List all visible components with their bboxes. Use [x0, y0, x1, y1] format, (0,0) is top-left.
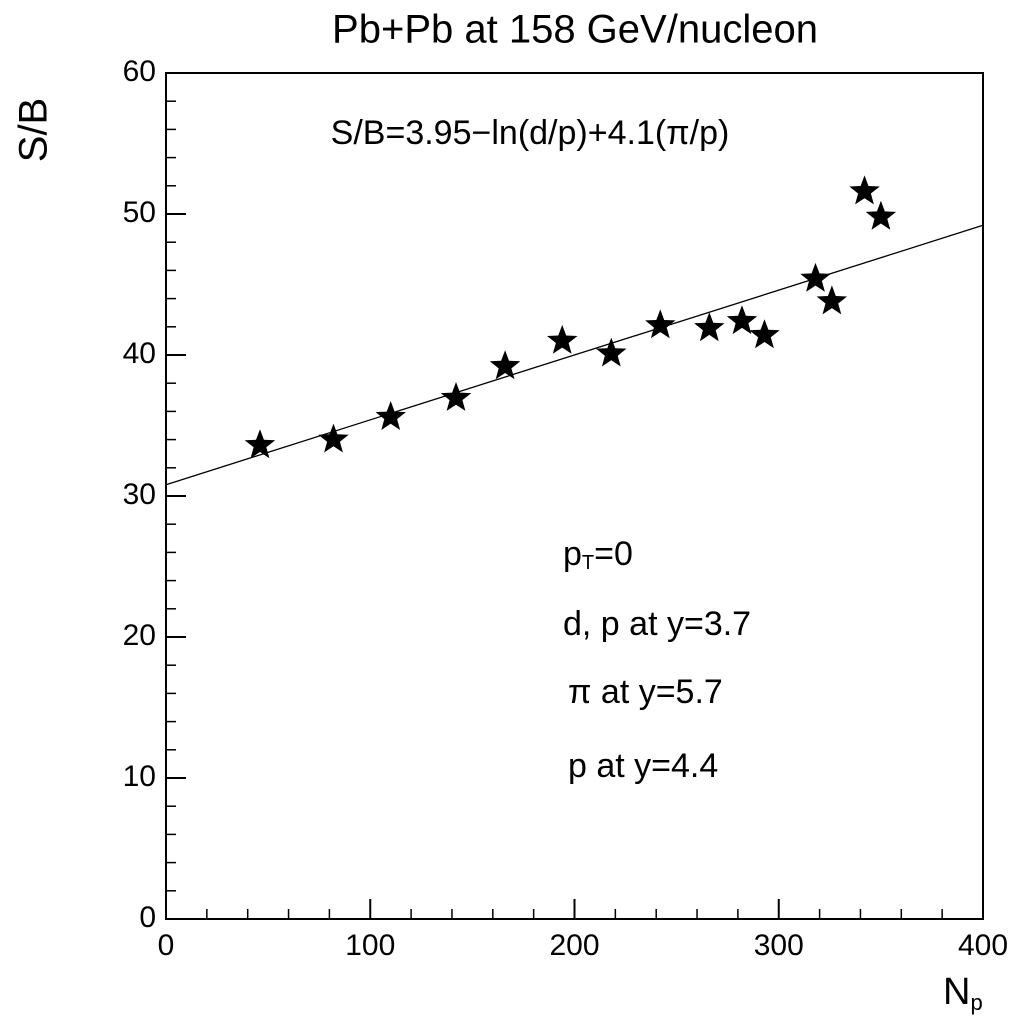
y-tick-label: 20	[123, 619, 156, 652]
x-tick-label: 300	[754, 929, 804, 962]
x-axis-label-main: N	[943, 971, 970, 1013]
y-tick-label: 40	[123, 337, 156, 370]
star-point	[375, 401, 406, 430]
x-axis-label: Np	[943, 971, 983, 1015]
star-point	[645, 309, 676, 339]
annotation-part: p	[563, 535, 582, 573]
annotation: p at y=4.4	[568, 747, 718, 785]
star-point	[749, 319, 780, 349]
star-point	[726, 305, 758, 335]
star-point	[440, 382, 472, 411]
star-point	[547, 324, 578, 354]
x-tick-label: 100	[345, 929, 395, 962]
formula: S/B=3.95−ln(d/p)+4.1(π/p)	[331, 114, 730, 152]
x-tick-label: 400	[958, 929, 1008, 962]
y-tick-label: 10	[123, 760, 156, 793]
fit-line	[165, 224, 984, 486]
star-point	[596, 337, 627, 367]
chart-title: Pb+Pb at 158 GeV/nucleon	[332, 8, 818, 52]
star-point	[865, 200, 897, 230]
star-point	[244, 429, 276, 459]
annotation: π at y=5.7	[568, 673, 723, 711]
annotation-part: =0	[594, 535, 633, 573]
x-tick-label: 0	[158, 929, 175, 962]
x-tick-label: 200	[549, 929, 599, 962]
star-point	[849, 175, 880, 205]
star-point	[318, 423, 349, 453]
y-tick-label: 60	[123, 55, 156, 88]
annotation-sub: T	[582, 552, 594, 574]
y-tick-label: 50	[123, 196, 156, 229]
star-point	[694, 312, 725, 342]
star-point	[489, 350, 521, 380]
annotation: d, p at y=3.7	[563, 605, 751, 643]
y-tick-label: 30	[123, 478, 156, 511]
star-point	[800, 262, 831, 292]
star-point	[816, 285, 848, 315]
annotation: pT=0	[563, 535, 633, 574]
x-axis-label-sub: p	[970, 990, 982, 1015]
y-axis-label: S/B	[12, 98, 56, 162]
y-tick-label: 0	[139, 901, 156, 934]
